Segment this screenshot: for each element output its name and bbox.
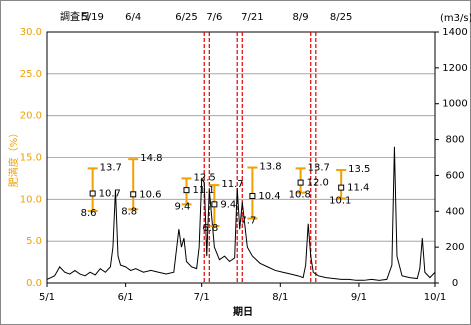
- low-label: 7.7: [240, 216, 256, 227]
- x-tick-label: 8/1: [272, 292, 288, 303]
- y2-tick-label: 800: [445, 135, 464, 146]
- y2-tick-label: 1000: [442, 99, 467, 110]
- low-label: 10.1: [329, 195, 351, 206]
- mean-marker: [89, 190, 96, 197]
- mean-marker: [338, 184, 345, 191]
- mean-marker: [130, 191, 137, 198]
- low-label: 8.6: [81, 208, 97, 219]
- mean-marker: [211, 201, 218, 208]
- mean-label: 10.7: [99, 188, 121, 199]
- x-tick-label: 6/1: [118, 292, 134, 303]
- mean-label: 9.4: [220, 199, 236, 210]
- plot-border: [46, 31, 436, 284]
- x-axis-title: 期日: [233, 305, 253, 318]
- mean-label: 10.6: [139, 189, 161, 200]
- y2-axis-title: (m3/s): [440, 13, 471, 24]
- y-axis-title: 肥満度（%）: [7, 128, 20, 188]
- y-tick-label: 15.0: [20, 153, 42, 164]
- mean-marker: [297, 179, 304, 186]
- x-tick-label: 10/1: [424, 292, 446, 303]
- high-label: 13.5: [348, 164, 370, 175]
- high-label: 13.8: [259, 162, 281, 173]
- mean-label: 11.1: [192, 185, 214, 196]
- low-label: 6.8: [202, 223, 218, 234]
- low-label: 9.4: [174, 201, 190, 212]
- survey-date: 5/19: [81, 12, 103, 23]
- survey-date: 7/21: [241, 12, 263, 23]
- y2-tick-label: 200: [445, 242, 464, 253]
- mean-label: 11.4: [347, 183, 369, 194]
- low-label: 10.8: [289, 190, 311, 201]
- survey-date: 8/9: [293, 12, 309, 23]
- high-label: 12.5: [193, 172, 215, 183]
- mean-marker: [249, 192, 256, 199]
- survey-date: 6/25: [175, 12, 197, 23]
- high-label: 11.7: [221, 179, 243, 190]
- x-tick-label: 7/1: [194, 292, 210, 303]
- y-tick-label: 10.0: [20, 194, 42, 205]
- y2-tick-label: 1400: [442, 27, 467, 38]
- survey-date: 6/4: [125, 12, 141, 23]
- survey-date: 8/25: [330, 12, 352, 23]
- y-tick-label: 20.0: [20, 111, 42, 122]
- x-tick-label: 9/1: [351, 292, 367, 303]
- high-label: 13.7: [100, 162, 122, 173]
- mean-marker: [183, 187, 190, 194]
- y2-tick-label: 1200: [442, 63, 467, 74]
- y2-tick-label: 600: [445, 170, 464, 181]
- high-label: 13.7: [308, 162, 330, 173]
- mean-label: 12.0: [307, 178, 329, 189]
- y2-tick-label: 400: [445, 206, 464, 217]
- high-label: 14.8: [140, 153, 162, 164]
- mean-label: 10.4: [258, 191, 280, 202]
- y2-tick-label: 0: [452, 278, 458, 289]
- low-label: 8.8: [121, 206, 137, 217]
- survey-label: 調査日: [60, 10, 90, 23]
- y-tick-label: 30.0: [20, 27, 42, 38]
- y-tick-label: 5.0: [26, 236, 42, 247]
- survey-date: 7/6: [206, 12, 222, 23]
- y-tick-label: 25.0: [20, 69, 42, 80]
- y-tick-label: 0.0: [26, 278, 42, 289]
- x-tick-label: 5/1: [39, 292, 55, 303]
- discharge-line: [46, 146, 436, 281]
